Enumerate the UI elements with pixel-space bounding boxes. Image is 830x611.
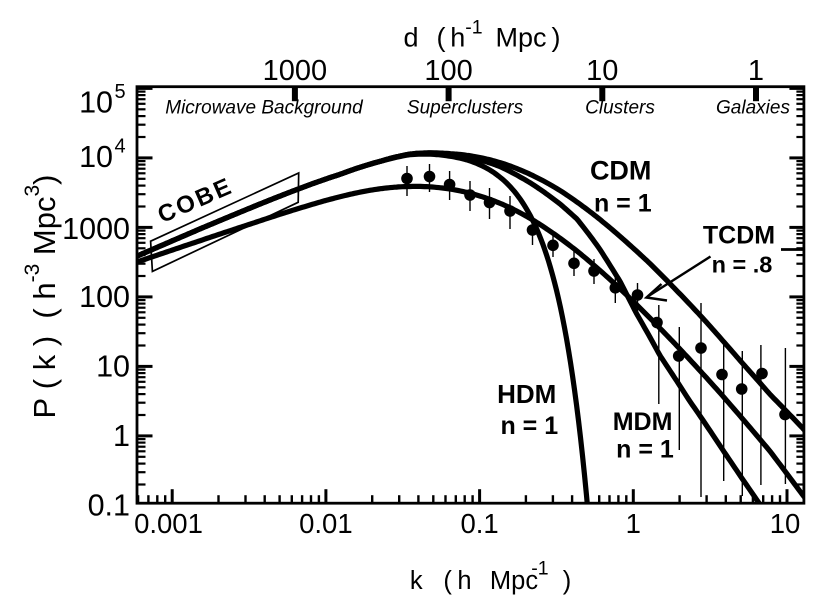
svg-text:1000: 1000	[62, 212, 130, 246]
svg-text:Clusters: Clusters	[585, 98, 655, 119]
svg-text:Microwave Background: Microwave Background	[165, 98, 364, 119]
svg-text:h: h	[450, 23, 465, 53]
svg-text:10: 10	[96, 350, 130, 384]
svg-text:5: 5	[115, 81, 126, 103]
svg-text:Mpc: Mpc	[496, 23, 547, 53]
svg-text:k: k	[410, 567, 423, 595]
svg-text:P ( k ) ( h-3 Mpc3): P ( k ) ( h-3 Mpc3)	[21, 175, 62, 419]
svg-text:1: 1	[113, 419, 130, 453]
svg-text:0.001: 0.001	[134, 508, 203, 539]
svg-text:1: 1	[626, 508, 641, 539]
svg-text:10: 10	[79, 86, 113, 120]
svg-text:10: 10	[586, 55, 618, 87]
svg-text:4: 4	[115, 136, 126, 158]
svg-text:Mpc: Mpc	[490, 567, 538, 595]
svg-text:100: 100	[424, 55, 472, 87]
svg-text:): )	[563, 567, 572, 595]
svg-text:d: d	[404, 23, 419, 53]
svg-text:n = 1: n = 1	[594, 190, 652, 218]
svg-text:n = 1: n = 1	[500, 412, 558, 440]
svg-text:Galaxies: Galaxies	[716, 98, 790, 119]
svg-text:HDM: HDM	[497, 379, 556, 409]
svg-text:0.1: 0.1	[88, 489, 130, 523]
svg-text:100: 100	[79, 280, 130, 314]
svg-text:TCDM: TCDM	[703, 222, 775, 250]
svg-text:n = .8: n = .8	[712, 251, 773, 277]
svg-text:MDM: MDM	[613, 408, 673, 436]
svg-text:10: 10	[79, 140, 113, 174]
svg-text:1: 1	[748, 55, 764, 87]
svg-text:-1: -1	[465, 17, 482, 39]
svg-text:(: (	[443, 567, 452, 595]
svg-text:h: h	[457, 567, 471, 595]
svg-text:10: 10	[770, 508, 801, 539]
svg-text:n = 1: n = 1	[616, 436, 674, 464]
svg-text:): )	[552, 23, 561, 53]
svg-text:-1: -1	[531, 558, 548, 580]
svg-text:CDM: CDM	[590, 156, 652, 186]
svg-text:0.01: 0.01	[299, 508, 353, 539]
svg-text:(: (	[437, 23, 446, 53]
svg-text:1000: 1000	[263, 55, 328, 87]
svg-text:Superclusters: Superclusters	[407, 98, 524, 119]
svg-text:0.1: 0.1	[460, 508, 498, 539]
